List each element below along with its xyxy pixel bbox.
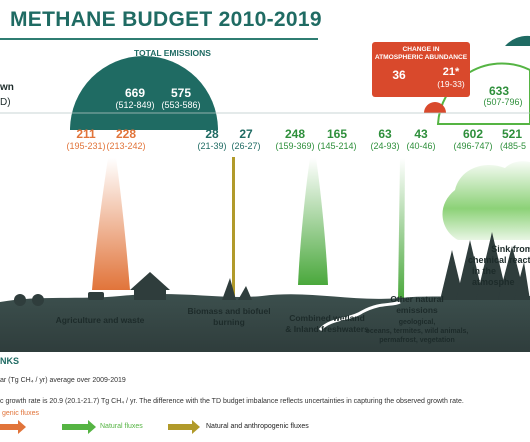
wetland-flux-plume: [298, 158, 328, 285]
atmospheric-td-value: 36: [392, 68, 406, 82]
sink-cloud: [442, 161, 530, 240]
wetland-label-line2: & Inland freshwaters: [285, 324, 369, 334]
footer-line1: ar (Tg CH₄ / yr) average over 2009-2019: [0, 377, 126, 384]
total-bu-value: 575: [170, 86, 192, 100]
wetland-td-value: 248: [284, 127, 306, 141]
sink-label-line2: chemical reacti: [468, 255, 530, 265]
sinks-total-value: 633: [488, 84, 510, 98]
agriculture-td-value: 211: [76, 127, 96, 141]
atmosphere-indicator: [424, 102, 446, 113]
sink-label-line3: in the atmosphe: [472, 266, 515, 287]
left-edge-text-1: wn: [0, 82, 14, 93]
total-emissions-dome: [70, 56, 218, 130]
other-label-line2: emissions: [396, 305, 438, 315]
legend-anthropogenic-label: genic fluxes: [2, 410, 39, 417]
biomass-td-value: 28: [205, 127, 219, 141]
forest-silhouette: [440, 232, 530, 300]
other-bu-range: (40-46): [406, 141, 436, 151]
wetland-label-line1: Combined wetland: [289, 313, 365, 323]
total-bu-range: (553-586): [161, 100, 201, 110]
total-td-value: 669: [124, 86, 146, 100]
other-sub-line1: geological,: [398, 319, 436, 326]
other-natural-flux-stem: [398, 158, 405, 300]
agriculture-flux-plume: [92, 158, 130, 290]
right-edge-dome: [505, 35, 530, 46]
agriculture-label: Agriculture and waste: [55, 315, 145, 325]
biomass-td-range: (21-39): [197, 141, 227, 151]
atmospheric-bu-value: 21*: [442, 66, 460, 78]
biomass-label-line2: burning: [213, 317, 245, 327]
other-td-range: (24-93): [370, 141, 400, 151]
footer-line2: c growth rate is 20.9 (20.1-21.7) Tg CH₄…: [0, 398, 464, 405]
sink-label-line1: Sink from: [491, 244, 530, 254]
sink-bu-range: (485-5: [500, 141, 527, 151]
other-td-value: 63: [378, 127, 392, 141]
fire-silhouette: [222, 278, 252, 300]
river: [318, 300, 401, 332]
other-label-line1: Other natural: [390, 294, 444, 304]
agriculture-bu-range: (213-242): [106, 141, 146, 151]
page-title: METHANE BUDGET 2010-2019: [10, 8, 322, 31]
agriculture-td-range: (195-231): [66, 141, 106, 151]
legend-natural-label: Natural fluxes: [100, 423, 143, 430]
biomass-bu-range: (26-27): [231, 141, 261, 151]
footer-heading: NKS: [0, 356, 20, 366]
biomass-label-line1: Biomass and biofuel: [187, 306, 271, 316]
biomass-bu-value: 27: [239, 127, 253, 141]
title-divider: [0, 38, 318, 40]
other-bu-value: 43: [414, 127, 428, 141]
atmospheric-change-header-1: CHANGE IN: [402, 46, 440, 53]
other-sub-line3: permafrost, vegetation: [379, 337, 455, 344]
legend-natural-arrow: [62, 420, 96, 434]
atmospheric-change-box: CHANGE IN ATMOSPHERIC ABUNDANCE: [372, 42, 470, 97]
left-edge-text-2: D): [0, 97, 11, 108]
sink-bu-value: 521: [502, 127, 523, 141]
other-sub-line2: oceans, termites, wild animals,: [365, 328, 469, 335]
sinks-total-range: (507-796): [483, 97, 523, 107]
biomass-flux-stem: [232, 157, 235, 297]
wetland-bu-range: (145-214): [317, 141, 357, 151]
sink-td-range: (496-747): [453, 141, 493, 151]
wetland-bu-value: 165: [326, 127, 348, 141]
farm-silhouette: [14, 272, 170, 306]
sink-td-value: 602: [462, 127, 484, 141]
atmospheric-bu-range: (19-33): [437, 79, 465, 89]
agriculture-bu-value: 228: [115, 127, 137, 141]
legend-mixed-label: Natural and anthropogenic fluxes: [206, 423, 309, 430]
wetland-td-range: (159-369): [275, 141, 315, 151]
total-emissions-label: TOTAL EMISSIONS: [134, 48, 211, 58]
total-td-range: (512-849): [115, 100, 155, 110]
legend-mixed-arrow: [168, 420, 200, 434]
atmospheric-change-header-2: ATMOSPHERIC ABUNDANCE: [374, 54, 468, 61]
ground-silhouette: [0, 294, 530, 352]
legend-anthropogenic-arrow: [0, 420, 26, 434]
